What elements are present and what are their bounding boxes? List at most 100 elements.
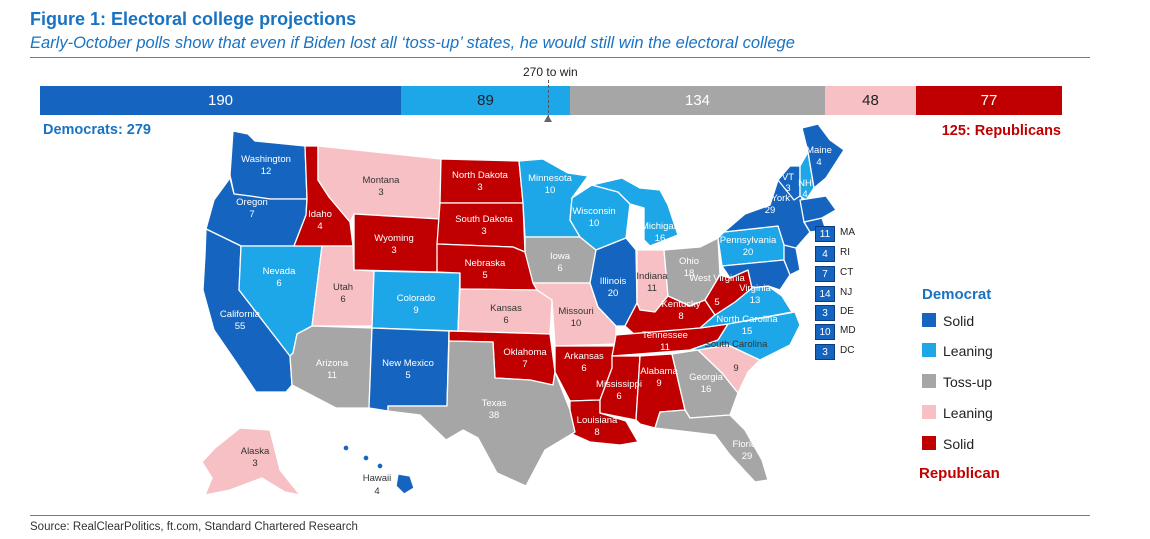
threshold-label: 270 to win	[523, 65, 578, 79]
label-wi-ev: 10	[589, 218, 600, 229]
label-ny-ev: 29	[765, 205, 776, 216]
label-or-name: Oregon	[236, 197, 268, 208]
label-fl-ev: 29	[742, 451, 753, 462]
label-al-name: Alabama	[640, 366, 678, 377]
label-co-name: Colorado	[397, 293, 436, 304]
label-nv-ev: 6	[276, 278, 281, 289]
label-ok-ev: 7	[522, 359, 527, 370]
label-mo-name: Missouri	[558, 306, 593, 317]
label-nv-name: Nevada	[263, 266, 296, 277]
label-in-name: Indiana	[636, 271, 668, 282]
label-sc-ev: 9	[733, 363, 738, 374]
legend-swatch-solid-rep	[922, 436, 936, 450]
label-wi-name: Wisconsin	[572, 206, 615, 217]
label-tn-name: Tennessee	[642, 330, 688, 341]
label-ut-name: Utah	[333, 282, 353, 293]
state-fl	[654, 409, 769, 483]
threshold-line	[548, 80, 549, 118]
small-state-abbr-nj: NJ	[840, 287, 853, 298]
label-ia-ev: 6	[557, 263, 562, 274]
label-mn-name: Minnesota	[528, 173, 573, 184]
label-il-ev: 20	[608, 288, 619, 299]
label-wy-ev: 3	[391, 245, 396, 256]
state-nd	[439, 158, 524, 204]
label-nm-name: New Mexico	[382, 358, 434, 369]
label-wv-name: West Virginia	[689, 273, 745, 284]
label-va-name: Virginia	[739, 283, 771, 294]
label-ar-name: Arkansas	[564, 351, 604, 362]
label-tx-name: Texas	[482, 398, 507, 409]
source-note: Source: RealClearPolitics, ft.com, Stand…	[30, 521, 358, 533]
small-state-abbr-ma: MA	[840, 227, 855, 238]
legend-label-solid-dem: Solid	[943, 313, 975, 329]
figure-title: Figure 1: Electoral college projections	[30, 9, 357, 29]
label-ca-ev: 55	[235, 321, 246, 332]
legend-label-tossup: Toss-up	[943, 374, 993, 390]
label-id-ev: 4	[317, 221, 322, 232]
label-wa-name: Washington	[241, 154, 291, 165]
legend-label-lean-dem: Leaning	[943, 343, 993, 359]
label-nh-ev: 4	[802, 189, 807, 200]
label-al-ev: 9	[656, 378, 661, 389]
state-nc	[689, 311, 801, 361]
label-wa-ev: 12	[261, 166, 272, 177]
legend-swatch-lean-rep	[922, 405, 936, 419]
legend-label-solid-rep: Solid	[943, 436, 975, 452]
label-wy-name: Wyoming	[374, 233, 414, 244]
legend-dem-heading: Democrat	[922, 286, 992, 303]
label-hi-name: Hawaii	[363, 473, 392, 484]
label-ms-name: Mississippi	[596, 379, 642, 390]
label-ky-name: Kentucky	[661, 299, 700, 310]
label-sd-name: South Dakota	[455, 214, 513, 225]
state-md	[721, 259, 791, 291]
label-la-ev: 8	[594, 427, 599, 438]
state-me	[801, 123, 845, 189]
small-state-abbr-ri: RI	[840, 247, 850, 258]
bar-segment-tossup: 134	[570, 86, 825, 115]
label-sd-ev: 3	[481, 226, 486, 237]
label-id-name: Idaho	[308, 209, 332, 220]
bar-segment-lean-dem: 89	[401, 86, 570, 115]
label-pa-name: Pennsylvania	[720, 235, 777, 246]
small-state-box-md: 10	[815, 324, 835, 340]
label-sc-name: South Carolina	[705, 339, 769, 350]
label-nc-name: North Carolina	[716, 314, 778, 325]
small-state-abbr-de: DE	[840, 306, 854, 317]
label-il-name: Illinois	[600, 276, 627, 287]
label-ks-ev: 6	[503, 315, 508, 326]
legend-swatch-solid-dem	[922, 313, 936, 327]
label-mo-ev: 10	[571, 318, 582, 329]
threshold-marker	[544, 115, 552, 122]
label-tx-ev: 38	[489, 410, 500, 421]
label-hi-ev: 4	[374, 486, 379, 497]
rep-total: 125: Republicans	[941, 123, 1061, 139]
label-ne-ev: 5	[482, 270, 487, 281]
state-hi-isle-3	[376, 462, 384, 470]
state-ak	[201, 427, 301, 496]
label-co-ev: 9	[413, 305, 418, 316]
state-hi	[395, 473, 415, 495]
label-oh-name: Ohio	[679, 256, 699, 267]
state-mi	[591, 177, 679, 247]
label-tn-ev: 11	[660, 342, 670, 353]
small-state-box-nj: 14	[815, 286, 835, 302]
title-rule	[30, 57, 1090, 58]
label-nc-ev: 15	[742, 326, 753, 337]
legend-swatch-lean-dem	[922, 343, 936, 357]
legend-label-lean-rep: Leaning	[943, 405, 993, 421]
small-state-abbr-md: MD	[840, 325, 856, 336]
label-ga-name: Georgia	[689, 372, 724, 383]
label-me-name: Maine	[806, 145, 832, 156]
figure-subtitle: Early-October polls show that even if Bi…	[30, 34, 795, 52]
state-hi-isle-2	[362, 454, 370, 462]
label-vt-name: VT	[782, 172, 794, 183]
label-ar-ev: 6	[581, 363, 586, 374]
label-mn-ev: 10	[545, 185, 556, 196]
small-state-box-de: 3	[815, 305, 835, 321]
label-wv-ev: 5	[714, 297, 719, 308]
label-ak-ev: 3	[252, 458, 257, 469]
bar-segment-solid-rep: 77	[916, 86, 1062, 115]
bar-segment-lean-rep: 48	[825, 86, 916, 115]
state-hi-isle-1	[342, 444, 350, 452]
legend-swatch-tossup	[922, 374, 936, 388]
